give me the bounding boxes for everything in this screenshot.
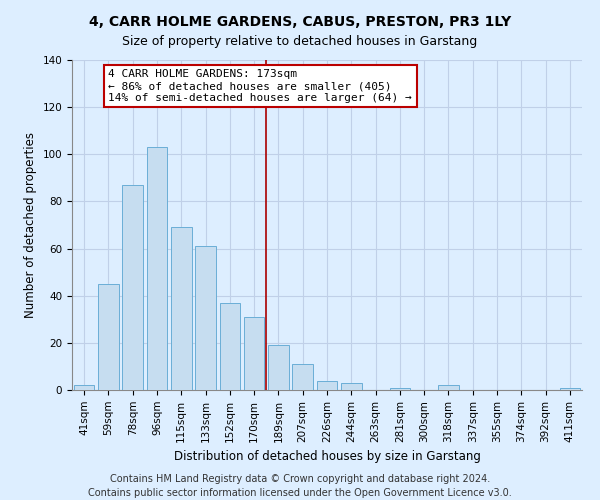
Bar [98, 284, 119, 390]
X-axis label: Distribution of detached houses by size in Garstang: Distribution of detached houses by size … [173, 450, 481, 463]
Bar [560, 388, 580, 390]
Text: Size of property relative to detached houses in Garstang: Size of property relative to detached ho… [122, 35, 478, 48]
Bar [146, 147, 167, 390]
Bar [292, 364, 313, 390]
Text: Contains HM Land Registry data © Crown copyright and database right 2024.
Contai: Contains HM Land Registry data © Crown c… [88, 474, 512, 498]
Bar [195, 246, 216, 390]
Text: 4, CARR HOLME GARDENS, CABUS, PRESTON, PR3 1LY: 4, CARR HOLME GARDENS, CABUS, PRESTON, P… [89, 15, 511, 29]
Bar [171, 228, 191, 390]
Bar [220, 303, 240, 390]
Bar [74, 386, 94, 390]
Bar [268, 345, 289, 390]
Bar [122, 185, 143, 390]
Bar [438, 386, 459, 390]
Bar [341, 383, 362, 390]
Bar [389, 388, 410, 390]
Bar [317, 380, 337, 390]
Bar [244, 317, 265, 390]
Text: 4 CARR HOLME GARDENS: 173sqm
← 86% of detached houses are smaller (405)
14% of s: 4 CARR HOLME GARDENS: 173sqm ← 86% of de… [109, 70, 412, 102]
Y-axis label: Number of detached properties: Number of detached properties [24, 132, 37, 318]
